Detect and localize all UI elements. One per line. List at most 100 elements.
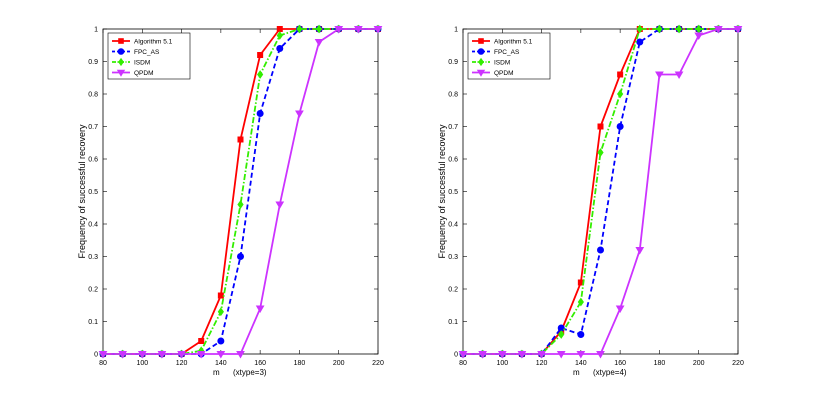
x-tick-label: 200	[333, 360, 345, 367]
chart-xtype-4: 80 100 120 140 160 180 200 220 0 0.1 0.2 0.3 0.4 0.5 0…	[437, 24, 744, 377]
x-tick-label: 140	[215, 360, 227, 367]
x-tick-label: 80	[99, 360, 107, 367]
data-point	[597, 123, 604, 130]
legend-label-2: ISDM	[134, 60, 150, 67]
x-tick-label: 160	[254, 360, 266, 367]
y-tick-label: 0.9	[448, 59, 458, 66]
y-tick-label: 0.7	[448, 124, 458, 131]
legend-label-3: QPDM	[494, 70, 514, 77]
data-point	[596, 351, 605, 359]
y-tick-label: 0.6	[448, 157, 458, 164]
y-tick-label: 0.3	[448, 254, 458, 261]
y-tick-label: 0.1	[88, 319, 98, 326]
x-tick-label: 100	[136, 360, 148, 367]
x-tick-label: 80	[459, 360, 467, 367]
legend-label-1: FPC_AS	[494, 49, 520, 56]
data-point	[314, 39, 324, 47]
data-point	[217, 307, 224, 317]
y-tick-label: 0.2	[448, 287, 458, 294]
data-point	[276, 31, 283, 40]
data-point	[557, 324, 565, 332]
data-point	[576, 351, 586, 359]
y-tick-label: 0.8	[448, 92, 458, 99]
data-point	[636, 38, 644, 46]
legend-marker-0	[118, 38, 124, 44]
data-point	[217, 292, 224, 299]
data-point	[713, 26, 723, 34]
data-point	[276, 45, 284, 52]
x-tick-label: 180	[294, 360, 306, 367]
plot-area	[102, 28, 379, 355]
plot-area	[462, 28, 739, 355]
data-point	[617, 89, 624, 99]
data-point	[655, 71, 664, 79]
data-point	[296, 24, 303, 34]
legend-marker-3	[476, 69, 486, 77]
data-point	[616, 123, 624, 130]
data-point	[295, 110, 304, 118]
data-point	[98, 351, 108, 359]
y-tick-label: 0.8	[88, 92, 98, 99]
y-axis-label: Frequency of successful recovery	[77, 124, 87, 259]
data-point	[597, 246, 604, 254]
y-tick-label: 0.2	[88, 287, 98, 294]
data-point	[617, 71, 624, 78]
legend-label-0: Algorithm 5.1	[494, 39, 533, 46]
x-axis-label: m (xtype=4)	[573, 368, 627, 377]
y-tick-label: 0.3	[88, 254, 98, 261]
legend-label-0: Algorithm 5.1	[134, 39, 173, 46]
y-tick-label: 0	[454, 352, 458, 359]
data-point	[458, 351, 468, 359]
data-point	[315, 24, 323, 34]
data-point	[675, 24, 683, 34]
x-tick-label: 120	[536, 360, 548, 367]
data-point	[157, 351, 167, 359]
y-tick-label: 1	[454, 27, 458, 34]
data-point	[497, 351, 507, 359]
data-point	[615, 305, 625, 313]
x-tick-label: 220	[372, 360, 384, 367]
x-tick-label: 100	[496, 360, 508, 367]
legend-marker-2	[478, 57, 484, 67]
y-tick-label: 0.7	[88, 124, 98, 131]
data-point	[674, 71, 684, 79]
y-tick-label: 0.4	[88, 222, 98, 229]
data-point	[256, 110, 264, 117]
data-point	[257, 70, 264, 79]
legend-marker-0	[478, 38, 484, 44]
legend-label-3: QPDM	[134, 70, 154, 77]
data-point	[196, 351, 206, 359]
series-line-2	[103, 28, 378, 355]
y-tick-label: 1	[94, 27, 98, 34]
data-point	[118, 351, 128, 359]
x-tick-label: 140	[575, 360, 587, 367]
y-axis-label: Frequency of successful recovery	[437, 124, 447, 259]
y-tick-label: 0	[94, 352, 98, 359]
legend-marker-2	[118, 57, 124, 67]
data-point	[275, 201, 285, 209]
chart-xtype-3: 80 100 120 140 160 180 200 220 0 0.1 0.2 0.3 0.4 0.5 0…	[77, 24, 384, 377]
legend-marker-1	[477, 48, 485, 55]
data-point	[198, 338, 205, 344]
data-point	[177, 351, 186, 359]
data-point	[237, 136, 244, 143]
data-point	[216, 351, 226, 359]
data-point	[255, 305, 265, 313]
data-point	[656, 24, 663, 34]
data-point	[334, 26, 344, 34]
data-point	[577, 297, 584, 307]
x-axis-label: m (xtype=3)	[213, 368, 267, 377]
y-tick-label: 0.5	[448, 189, 458, 196]
x-tick-label: 180	[654, 360, 666, 367]
data-point	[353, 26, 363, 34]
y-tick-label: 0.4	[448, 222, 458, 229]
data-point	[733, 26, 743, 34]
data-point	[236, 351, 245, 359]
data-point	[237, 200, 244, 209]
x-tick-label: 120	[176, 360, 188, 367]
data-point	[478, 351, 488, 359]
x-tick-label: 160	[614, 360, 626, 367]
x-tick-label: 220	[732, 360, 744, 367]
data-point	[373, 26, 383, 34]
